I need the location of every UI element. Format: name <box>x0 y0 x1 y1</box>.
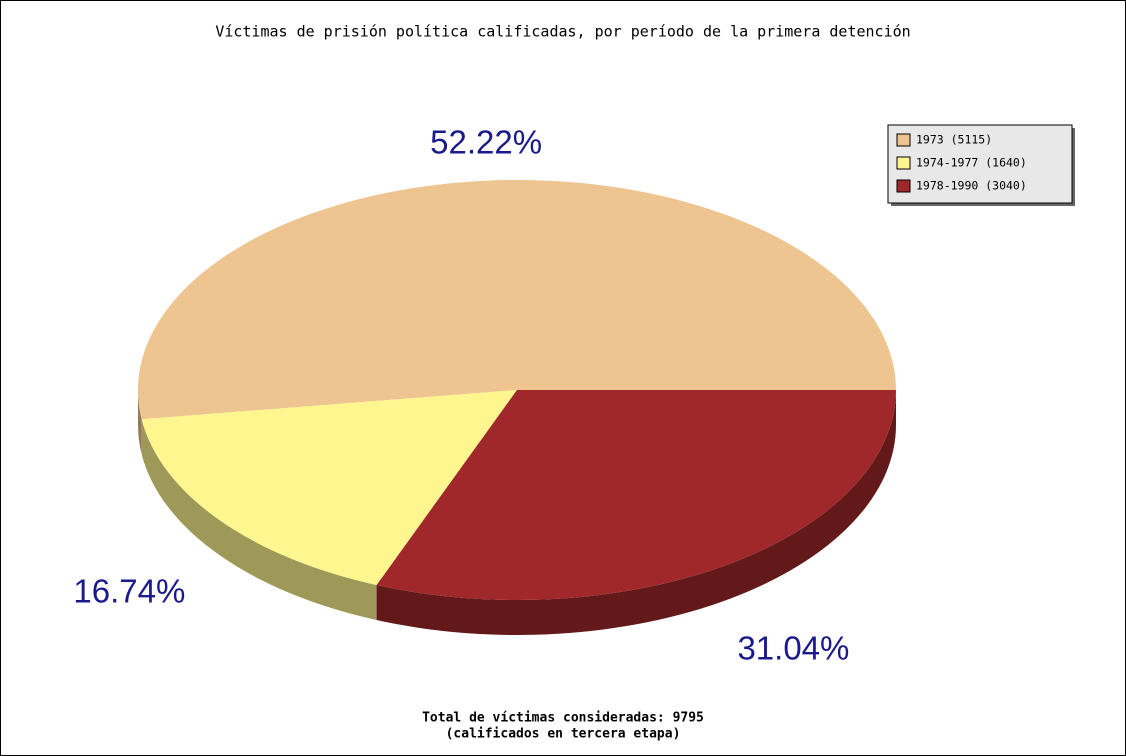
legend-label: 1978-1990 (3040) <box>916 179 1027 193</box>
slice-side <box>376 390 897 635</box>
chart-title: Víctimas de prisión política calificadas… <box>215 23 910 41</box>
slice <box>141 390 518 586</box>
legend-swatch <box>896 156 911 170</box>
slice-side <box>138 390 142 455</box>
legend-swatch <box>896 179 911 193</box>
legend-label: 1973 (5115) <box>916 133 992 147</box>
slice <box>376 390 897 601</box>
footer-note: (calificados en tercera etapa) <box>446 727 681 742</box>
data-label: 31.04% <box>737 630 849 667</box>
legend-label: 1974-1977 (1640) <box>916 156 1027 170</box>
footer-note: Total de víctimas consideradas: 9795 <box>422 711 704 726</box>
slice <box>138 180 896 420</box>
legend-swatch <box>896 133 911 147</box>
data-label: 52.22% <box>430 124 542 161</box>
slice-side <box>141 419 377 621</box>
data-label: 16.74% <box>73 572 185 609</box>
legend <box>887 124 1073 204</box>
